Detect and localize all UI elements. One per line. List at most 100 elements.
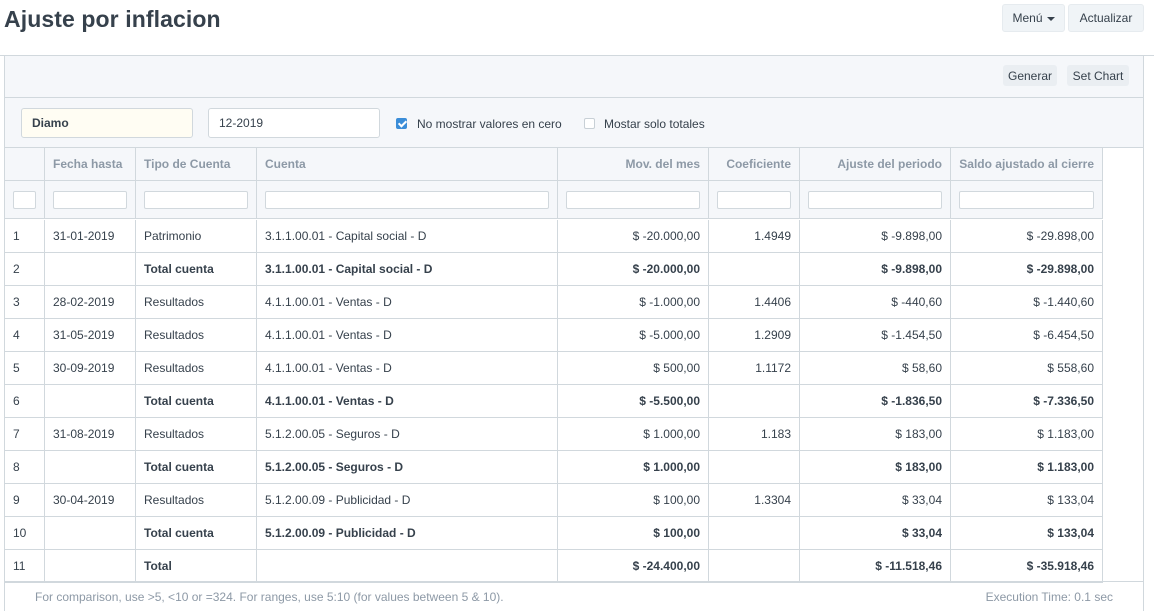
table-header-row: Fecha hasta Tipo de Cuenta Cuenta Mov. del …	[5, 148, 1103, 181]
cell-index: 3	[5, 286, 45, 318]
table-row[interactable]: 9 30-04-2019 Resultados 5.1.2.00.09 - Publi…	[5, 484, 1103, 517]
hide-zero-checkbox[interactable]	[396, 118, 407, 129]
cell-fecha-hasta	[45, 550, 136, 582]
column-filter-input[interactable]	[53, 190, 127, 209]
cell-tipo-de-cuenta: Resultados	[136, 418, 257, 450]
cell-cuenta: 5.1.2.00.05 - Seguros - D	[257, 418, 558, 450]
cell-fecha-hasta	[45, 517, 136, 549]
cell-tipo-de-cuenta: Patrimonio	[136, 220, 257, 252]
period-field[interactable]: 12-2019	[208, 108, 380, 138]
cell-ajuste-del-periodo: $ -440,60	[800, 286, 951, 318]
refresh-button[interactable]: Actualizar	[1068, 4, 1144, 32]
cell-ajuste-del-periodo: $ 33,04	[800, 517, 951, 549]
cell-mov-del-mes: $ -5.000,00	[558, 319, 709, 351]
cell-coeficiente: 1.2909	[709, 319, 800, 351]
cell-mov-del-mes: $ 1.000,00	[558, 418, 709, 450]
cell-cuenta: 3.1.1.00.01 - Capital social - D	[257, 220, 558, 252]
report-toolbar: Generar Set Chart	[5, 56, 1143, 98]
column-header-fecha-hasta[interactable]: Fecha hasta	[45, 148, 136, 180]
cell-saldo-ajustado: $ -29.898,00	[951, 220, 1103, 252]
cell-mov-del-mes: $ 500,00	[558, 352, 709, 384]
refresh-button-label: Actualizar	[1079, 11, 1133, 25]
cell-cuenta: 5.1.2.00.05 - Seguros - D	[257, 451, 558, 483]
company-field[interactable]: Diamo	[21, 108, 193, 138]
cell-fecha-hasta: 31-05-2019	[45, 319, 136, 351]
cell-coeficiente: 1.1172	[709, 352, 800, 384]
cell-mov-del-mes: $ 100,00	[558, 517, 709, 549]
cell-fecha-hasta	[45, 385, 136, 417]
report-frame: Generar Set Chart Diamo 12-2019 No mostr…	[4, 56, 1144, 611]
cell-ajuste-del-periodo: $ -1.454,50	[800, 319, 951, 351]
filter-cell-coeficiente	[709, 181, 800, 218]
totals-only-checkbox[interactable]	[584, 118, 595, 129]
column-header-mov-del-mes[interactable]: Mov. del mes	[558, 148, 709, 180]
cell-tipo-de-cuenta: Total cuenta	[136, 385, 257, 417]
cell-saldo-ajustado: $ -7.336,50	[951, 385, 1103, 417]
filter-cell-ajuste-del-periodo	[800, 181, 951, 218]
column-filter-row	[5, 181, 1103, 219]
cell-index: 5	[5, 352, 45, 384]
cell-cuenta: 4.1.1.00.01 - Ventas - D	[257, 319, 558, 351]
column-header-index[interactable]	[5, 148, 45, 180]
column-header-coeficiente[interactable]: Coeficiente	[709, 148, 800, 180]
column-filter-input[interactable]	[808, 190, 942, 209]
cell-coeficiente	[709, 253, 800, 285]
cell-tipo-de-cuenta: Total cuenta	[136, 451, 257, 483]
filter-cell-fecha-hasta	[45, 181, 136, 218]
table-row[interactable]: 1 31-01-2019 Patrimonio 3.1.1.00.01 - Capit…	[5, 220, 1103, 253]
column-filter-input[interactable]	[959, 190, 1094, 209]
cell-index: 2	[5, 253, 45, 285]
cell-cuenta: 4.1.1.00.01 - Ventas - D	[257, 385, 558, 417]
table-row[interactable]: 3 28-02-2019 Resultados 4.1.1.00.01 - Venta…	[5, 286, 1103, 319]
cell-ajuste-del-periodo: $ 58,60	[800, 352, 951, 384]
cell-index: 11	[5, 550, 45, 582]
cell-coeficiente: 1.3304	[709, 484, 800, 516]
column-filter-input[interactable]	[144, 190, 248, 209]
cell-saldo-ajustado: $ -35.918,46	[951, 550, 1103, 582]
cell-mov-del-mes: $ -20.000,00	[558, 220, 709, 252]
cell-ajuste-del-periodo: $ -9.898,00	[800, 220, 951, 252]
column-filter-input[interactable]	[566, 190, 700, 209]
cell-saldo-ajustado: $ 1.183,00	[951, 418, 1103, 450]
table-row[interactable]: 2 Total cuenta 3.1.1.00.01 - Capital socia…	[5, 253, 1103, 286]
column-header-saldo-ajustado[interactable]: Saldo ajustado al cierre	[951, 148, 1103, 180]
page-title: Ajuste por inflacion	[4, 6, 221, 32]
cell-tipo-de-cuenta: Total cuenta	[136, 253, 257, 285]
column-header-tipo-de-cuenta[interactable]: Tipo de Cuenta	[136, 148, 257, 180]
cell-coeficiente: 1.4406	[709, 286, 800, 318]
menu-button[interactable]: Menú	[1002, 4, 1065, 32]
filter-cell-mov-del-mes	[558, 181, 709, 218]
column-filter-input[interactable]	[13, 190, 36, 209]
cell-coeficiente: 1.183	[709, 418, 800, 450]
cell-ajuste-del-periodo: $ -9.898,00	[800, 253, 951, 285]
cell-cuenta: 3.1.1.00.01 - Capital social - D	[257, 253, 558, 285]
table-row[interactable]: 11 Total $ -24.400,00 $ -11.518,46 $ -35.918…	[5, 550, 1103, 583]
column-header-ajuste-del-periodo[interactable]: Ajuste del periodo	[800, 148, 951, 180]
table-row[interactable]: 5 30-09-2019 Resultados 4.1.1.00.01 - Venta…	[5, 352, 1103, 385]
cell-ajuste-del-periodo: $ -11.518,46	[800, 550, 951, 582]
cell-coeficiente	[709, 451, 800, 483]
cell-cuenta: 5.1.2.00.09 - Publicidad - D	[257, 517, 558, 549]
table-row[interactable]: 7 31-08-2019 Resultados 5.1.2.00.05 - Segur…	[5, 418, 1103, 451]
cell-saldo-ajustado: $ -6.454,50	[951, 319, 1103, 351]
table-row[interactable]: 4 31-05-2019 Resultados 4.1.1.00.01 - Venta…	[5, 319, 1103, 352]
cell-saldo-ajustado: $ 558,60	[951, 352, 1103, 384]
column-filter-input[interactable]	[265, 190, 549, 209]
cell-mov-del-mes: $ -20.000,00	[558, 253, 709, 285]
caret-down-icon	[1046, 16, 1055, 21]
column-filter-input[interactable]	[717, 190, 791, 209]
cell-index: 1	[5, 220, 45, 252]
cell-cuenta: 4.1.1.00.01 - Ventas - D	[257, 352, 558, 384]
table-row[interactable]: 6 Total cuenta 4.1.1.00.01 - Ventas - D $ -…	[5, 385, 1103, 418]
table-row[interactable]: 10 Total cuenta 5.1.2.00.09 - Publicidad -…	[5, 517, 1103, 550]
set-chart-button[interactable]: Set Chart	[1067, 65, 1129, 86]
filter-cell-cuenta	[257, 181, 558, 218]
cell-index: 9	[5, 484, 45, 516]
column-header-cuenta[interactable]: Cuenta	[257, 148, 558, 180]
filter-cell-index	[5, 181, 45, 218]
cell-index: 8	[5, 451, 45, 483]
table-row[interactable]: 8 Total cuenta 5.1.2.00.05 - Seguros - D $ …	[5, 451, 1103, 484]
generate-button[interactable]: Generar	[1003, 65, 1057, 86]
cell-saldo-ajustado: $ 1.183,00	[951, 451, 1103, 483]
cell-tipo-de-cuenta: Resultados	[136, 484, 257, 516]
